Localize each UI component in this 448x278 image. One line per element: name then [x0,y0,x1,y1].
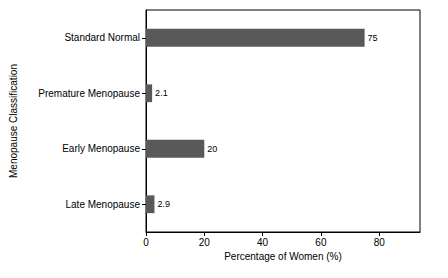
svg-text:Late Menopause: Late Menopause [65,199,140,210]
svg-text:2.1: 2.1 [155,88,168,98]
svg-text:Premature Menopause: Premature Menopause [38,88,140,99]
svg-text:Early Menopause: Early Menopause [62,143,140,154]
svg-text:40: 40 [257,237,269,248]
svg-text:80: 80 [374,237,386,248]
svg-text:0: 0 [143,237,149,248]
svg-text:Percentage of Women (%): Percentage of Women (%) [224,251,342,262]
svg-text:20: 20 [207,144,217,154]
svg-text:Menopause Classification: Menopause Classification [8,64,19,178]
svg-text:75: 75 [368,33,378,43]
svg-text:20: 20 [199,237,211,248]
svg-text:Standard Normal: Standard Normal [64,32,140,43]
svg-text:2.9: 2.9 [157,199,170,209]
svg-text:60: 60 [315,237,327,248]
